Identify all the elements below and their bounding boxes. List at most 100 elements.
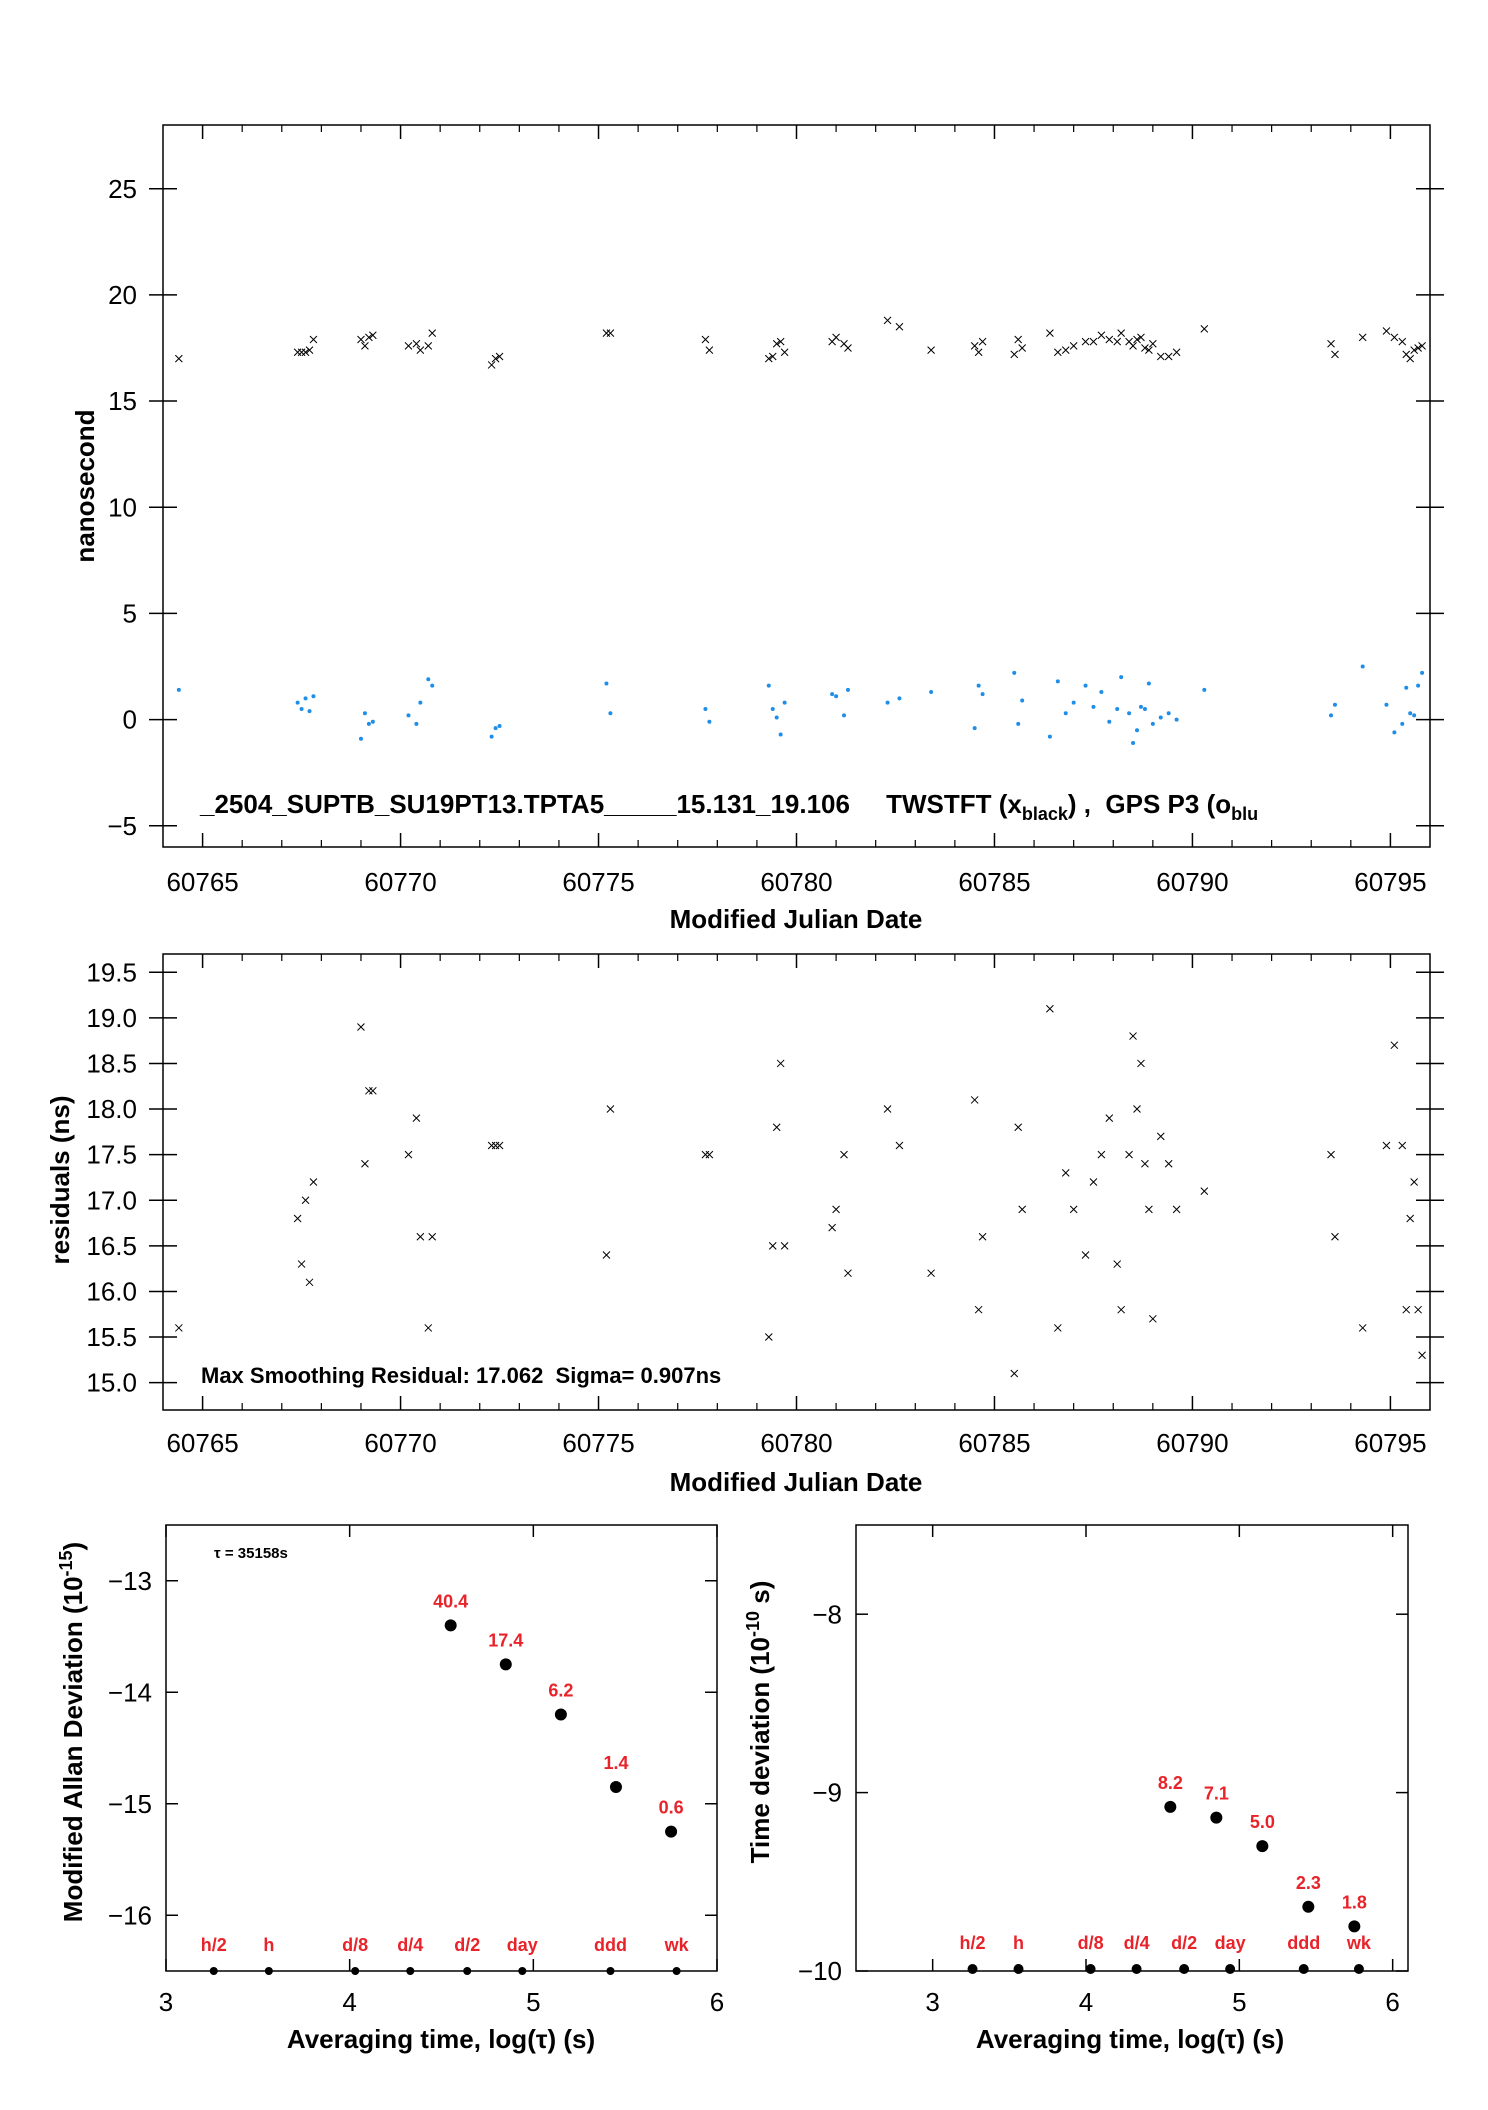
- timeseries-plot-frame: [162, 124, 1431, 848]
- data-point-dot: [1416, 683, 1421, 688]
- data-point-x: [764, 354, 773, 363]
- y-tick-label: 0: [123, 705, 137, 735]
- y-tick-label: 19.5: [86, 957, 137, 987]
- x-tick-label: 60790: [1156, 867, 1228, 897]
- data-point-x: [768, 352, 777, 361]
- data-point-x: [404, 1150, 413, 1159]
- data-point-x: [1133, 335, 1141, 344]
- data-point-x: [424, 341, 433, 350]
- data-point-x: [1390, 1041, 1399, 1050]
- data-point-dot: [311, 694, 316, 699]
- x-tick-label: 60795: [1354, 867, 1426, 897]
- data-point-x: [1331, 1232, 1339, 1241]
- tau-marker: [351, 1967, 360, 1975]
- data-point-x: [883, 1105, 892, 1113]
- data-point-dot: [845, 687, 850, 692]
- data-point-x: [1105, 1114, 1114, 1123]
- y-tick-label: 20: [108, 280, 137, 310]
- data-point-x: [1081, 1251, 1090, 1259]
- data-point-x: [1018, 344, 1027, 352]
- x-tick-label: 60770: [364, 1428, 436, 1458]
- tau-marker-label: h: [1013, 1933, 1024, 1953]
- data-point-x: [301, 348, 310, 357]
- mdev-panel: 3 4 5 6 −16 −15 −14 −13 40.4 17.4 6.2 1.4 0.6 h/2 h d/…: [56, 1524, 724, 2054]
- y-tick-label: −15: [108, 1789, 152, 1819]
- data-point-dot: [1135, 728, 1140, 733]
- y-tick-label: −9: [812, 1778, 842, 1808]
- data-point-x: [1414, 344, 1422, 352]
- x-tick-label: 4: [342, 1987, 356, 2017]
- mdev-tau-annotation: τ = 35158s: [214, 1545, 288, 1562]
- data-point-x: [1390, 333, 1399, 342]
- data-point-x: [495, 1141, 504, 1150]
- data-point-x: [844, 1269, 852, 1278]
- deviation-point-label: 5.0: [1250, 1812, 1275, 1832]
- tau-marker: [1131, 1964, 1142, 1974]
- data-point-x: [1069, 1205, 1078, 1214]
- tau-marker-label: day: [507, 1935, 538, 1955]
- tau-marker: [406, 1967, 415, 1975]
- data-point-x: [1200, 1187, 1209, 1195]
- tau-marker: [1298, 1964, 1309, 1974]
- tau-marker-label: d/4: [1124, 1933, 1150, 1953]
- data-point-x: [1172, 348, 1181, 357]
- data-point-x: [368, 331, 377, 340]
- data-point-x: [1148, 339, 1157, 348]
- data-point-x: [1382, 327, 1391, 335]
- data-point-x: [832, 1205, 840, 1214]
- data-point-dot: [897, 696, 902, 701]
- data-point-dot: [1083, 683, 1088, 688]
- y-tick-label: −5: [107, 811, 137, 841]
- data-point-x: [1418, 1351, 1426, 1360]
- timeseries-markers: [174, 316, 1426, 745]
- data-point-x: [701, 335, 710, 344]
- y-tick-label: 15.0: [86, 1368, 137, 1398]
- data-point-x: [1010, 350, 1019, 359]
- tau-marker: [1353, 1964, 1364, 1974]
- data-point-dot: [426, 677, 431, 682]
- data-point-x: [602, 329, 611, 337]
- data-point-dot: [1384, 702, 1389, 707]
- data-point-dot: [295, 700, 300, 705]
- data-point-x: [428, 1232, 437, 1241]
- tdev-ylabel: Time deviation (10-10 s): [743, 1581, 775, 1864]
- y-tick-label: 15: [108, 386, 137, 416]
- tau-marker-label: h/2: [960, 1933, 986, 1953]
- x-tick-label: 5: [526, 1987, 540, 2017]
- data-point-dot: [976, 683, 981, 688]
- data-point-dot: [1360, 664, 1365, 669]
- data-point-dot: [1055, 679, 1060, 684]
- data-point-x: [305, 1278, 314, 1287]
- data-point-x: [1358, 1324, 1367, 1332]
- residuals-annotation: Max Smoothing Residual: 17.062 Sigma= 0.…: [201, 1363, 721, 1388]
- residuals-panel: 60765 60770 60775 60780 60785 60790 60795 15.0 1…: [45, 953, 1444, 1497]
- data-point-x: [705, 1150, 714, 1159]
- tau-marker-label: h: [263, 1935, 274, 1955]
- data-point-x: [357, 335, 365, 344]
- data-point-dot: [1099, 689, 1104, 694]
- data-point-x: [1137, 1059, 1145, 1068]
- deviation-point-label: 1.8: [1342, 1892, 1367, 1912]
- tau-marker: [672, 1967, 681, 1975]
- data-point-dot: [1420, 670, 1425, 675]
- data-point-x: [1327, 1150, 1335, 1159]
- data-point-x: [1014, 335, 1023, 344]
- data-point-x: [828, 1223, 836, 1232]
- data-point-x: [361, 1159, 369, 1168]
- data-point-x: [1014, 1123, 1023, 1132]
- data-point-dot: [1408, 711, 1413, 716]
- data-point-dot: [1071, 700, 1076, 705]
- data-point-dot: [307, 709, 312, 714]
- tau-marker: [1179, 1964, 1190, 1974]
- data-point-x: [1398, 1141, 1407, 1150]
- data-point-dot: [1158, 715, 1163, 720]
- data-point-x: [1061, 346, 1070, 354]
- data-point-x: [1164, 1159, 1173, 1168]
- data-point-dot: [604, 681, 609, 686]
- data-point-x: [1418, 341, 1426, 350]
- data-point-x: [293, 1214, 302, 1223]
- deviation-point-label: 6.2: [548, 1681, 573, 1701]
- tau-marker: [209, 1967, 218, 1975]
- y-tick-label: 15.5: [86, 1322, 137, 1352]
- data-point-x: [1156, 1132, 1165, 1141]
